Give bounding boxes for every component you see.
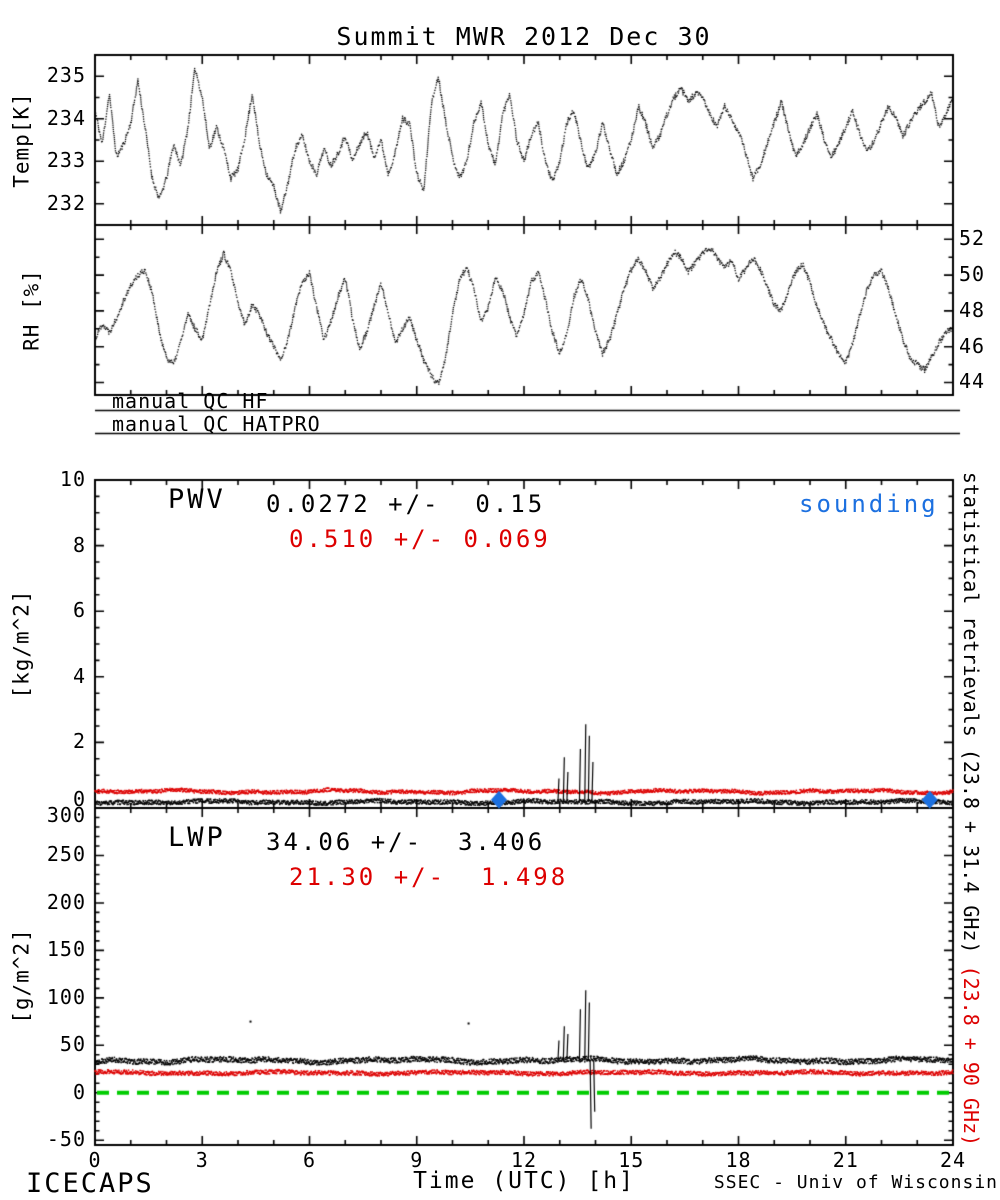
xtick-3: 3 [195, 1148, 209, 1172]
right-axis-caption-black: statistical retrievals (23.8 + 31.4 GHz) [959, 471, 983, 954]
xtick-12: 12 [510, 1148, 538, 1172]
lwp-ytick-100: 100 [46, 984, 86, 1009]
ssec-credit-label: SSEC - Univ of Wisconsin [713, 1172, 998, 1193]
lwp-ytick-200: 200 [46, 889, 86, 914]
xtick-9: 9 [410, 1148, 424, 1172]
figure-title: Summit MWR 2012 Dec 30 [336, 22, 712, 51]
pwv-ytick-4: 4 [72, 663, 86, 688]
rh-y-axis-label: RH [%] [19, 269, 44, 351]
pwv-stat-black: 0.0272 +/- 0.15 [266, 490, 546, 518]
lwp-stat-black: 34.06 +/- 3.406 [266, 828, 546, 856]
xtick-0: 0 [88, 1148, 102, 1172]
icecaps-label: ICECAPS [26, 1168, 154, 1199]
pwv-panel-label: PWV [168, 484, 226, 515]
xtick-15: 15 [618, 1148, 645, 1172]
xtick-6: 6 [302, 1148, 317, 1172]
pwv-stat-red: 0.510 +/- 0.069 [289, 525, 551, 553]
pwv-ytick-8: 8 [72, 532, 86, 557]
xtick-18: 18 [725, 1148, 752, 1172]
temp-ytick-234: 234 [46, 105, 86, 130]
rh-ytick-48: 48 [959, 297, 986, 322]
lwp-ytick-150: 150 [46, 937, 86, 962]
xtick-24: 24 [939, 1148, 967, 1172]
xtick-21: 21 [832, 1148, 859, 1172]
lwp-ytick-300: 300 [46, 803, 86, 827]
rh-ytick-44: 44 [959, 369, 986, 394]
rh-ytick-52: 52 [959, 226, 986, 251]
temp-ytick-233: 233 [46, 148, 86, 173]
right-axis-caption-red: (23.8 + 90 GHz) [959, 953, 983, 1147]
temp-ytick-232: 232 [46, 190, 86, 215]
pwv-ytick-2: 2 [72, 729, 86, 754]
manual-qc-hatpro-label: manual QC HATPRO [112, 412, 321, 436]
lwp-ytick-250: 250 [46, 842, 86, 867]
lwp-ytick--50: -50 [46, 1127, 86, 1152]
manual-qc-hf-label: manual QC HF [112, 389, 269, 413]
rh-ytick-46: 46 [959, 333, 986, 358]
lwp-stat-red: 21.30 +/- 1.498 [289, 863, 569, 891]
pwv-ytick-0: 0 [72, 787, 86, 811]
temp-ytick-235: 235 [46, 63, 86, 88]
temp-y-axis-label: Temp[K] [9, 92, 34, 188]
x-axis-label: Time (UTC) [h] [413, 1168, 635, 1194]
lwp-panel-label: LWP [168, 822, 226, 853]
pwv-ytick-6: 6 [72, 598, 86, 623]
right-axis-caption: statistical retrievals (23.8 + 31.4 GHz)… [959, 471, 983, 1147]
rh-ytick-50: 50 [959, 262, 986, 287]
lwp-ytick-50: 50 [59, 1032, 86, 1057]
sounding-legend-label: sounding [799, 490, 939, 518]
lwp-ytick-0: 0 [72, 1079, 86, 1104]
pwv-ytick-10: 10 [59, 467, 86, 491]
